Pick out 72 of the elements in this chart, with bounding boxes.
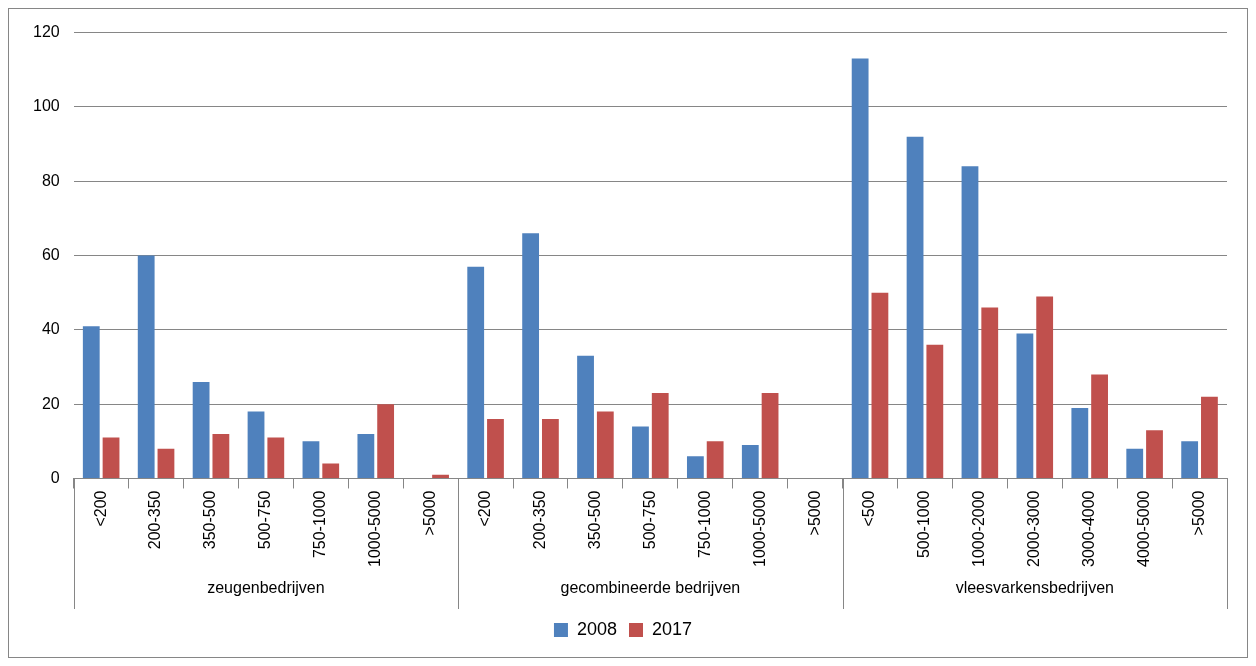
x-tick-label: 1000-2000 [970, 490, 988, 567]
bar [577, 355, 594, 478]
x-tick-label: <200 [476, 490, 493, 527]
bar [761, 393, 779, 478]
bar [1071, 407, 1089, 478]
x-tick-label: 200-350 [146, 490, 164, 550]
bar [157, 448, 175, 478]
bar [1181, 441, 1199, 478]
x-tick-label: <200 [91, 490, 109, 527]
bar [851, 58, 869, 478]
bar [1036, 296, 1054, 478]
x-tick-label: 3000-4000 [1080, 490, 1098, 567]
bar [267, 437, 285, 478]
x-tick-label: 350-500 [585, 490, 603, 550]
legend-label: 2017 [652, 618, 693, 639]
bar [1126, 448, 1144, 478]
bar [1016, 333, 1034, 478]
bar [432, 474, 449, 478]
x-tick-label: >5000 [1189, 490, 1207, 536]
text: vleesvarkensbedrijven [955, 579, 1114, 597]
y-tick-label: 40 [41, 320, 60, 338]
bar [906, 136, 924, 478]
y-tick-label: 20 [41, 394, 60, 412]
x-tick-label: 350-500 [201, 490, 219, 550]
bar [322, 463, 340, 478]
bar [357, 433, 375, 478]
bar [247, 411, 265, 478]
bar [632, 426, 649, 478]
x-tick-label: <500 [860, 490, 878, 527]
x-tick-label: 2000-3000 [1025, 490, 1043, 567]
x-tick-label: >5000 [421, 490, 439, 536]
bar [686, 456, 704, 478]
bar [926, 344, 944, 478]
x-tick-label: 200-350 [530, 490, 548, 550]
x-tick-label: 500-1000 [915, 490, 933, 559]
bar [302, 441, 320, 478]
bar [102, 437, 120, 478]
bar [596, 411, 614, 478]
x-tick-label: 500-750 [640, 490, 658, 550]
bar [651, 393, 669, 478]
y-tick-label: 120 [32, 23, 60, 41]
x-tick-label: 750-1000 [695, 490, 713, 559]
bar [706, 441, 724, 478]
y-tick-label: 100 [32, 97, 60, 115]
bar [377, 404, 395, 478]
bar [487, 419, 504, 478]
y-tick-label: 0 [50, 468, 60, 486]
bar [541, 419, 559, 478]
x-tick-label: 500-750 [256, 490, 274, 550]
bar [1146, 430, 1163, 478]
x-tick-label: 1000-5000 [366, 490, 384, 567]
bar [741, 445, 759, 478]
x-tick-label: 750-1000 [311, 490, 329, 559]
bar [1091, 374, 1108, 478]
bar [522, 233, 540, 478]
x-tick-label: >5000 [805, 490, 823, 536]
x-tick-label: 1000-5000 [750, 490, 768, 567]
bar [1201, 396, 1218, 478]
bar [467, 266, 485, 478]
legend-label: 2008 [576, 618, 617, 639]
bar [871, 292, 889, 478]
bar [981, 307, 999, 478]
bar [961, 166, 979, 478]
bar [82, 326, 100, 478]
text: zeugenbedrijven [207, 579, 325, 597]
text: gecombineerde bedrijven [560, 579, 741, 597]
x-tick-label: 4000-5000 [1135, 490, 1153, 567]
bar [192, 381, 210, 478]
bar [212, 433, 230, 478]
y-tick-label: 60 [41, 245, 60, 263]
y-tick-label: 80 [41, 171, 60, 189]
bar [137, 255, 155, 478]
